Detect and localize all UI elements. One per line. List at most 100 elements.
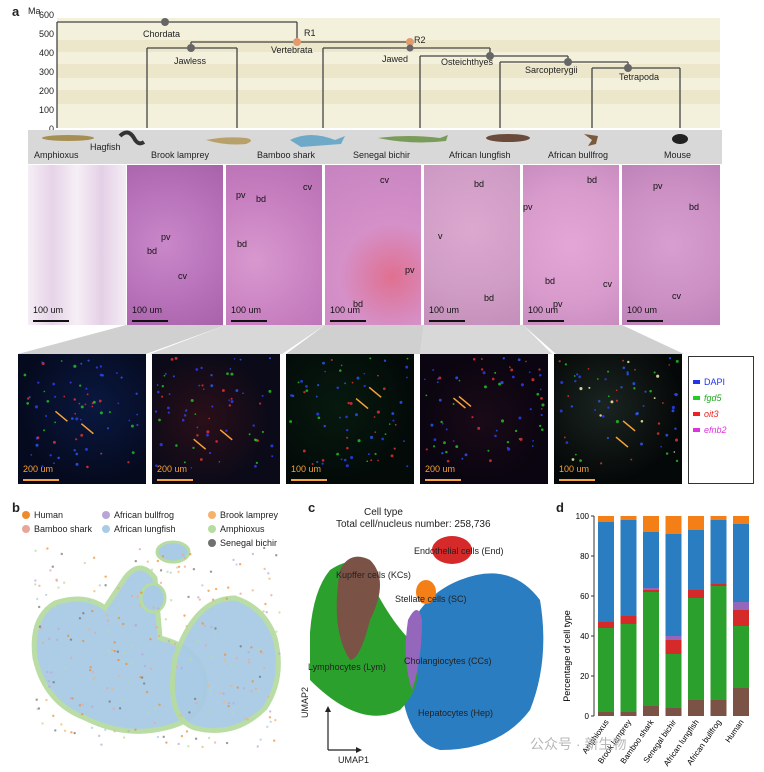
fluorescence-speckle [316, 460, 319, 464]
umap-point [70, 656, 73, 659]
umap-point [209, 689, 212, 692]
scale-bar [23, 479, 59, 481]
fluorescence-speckle [183, 461, 186, 464]
tick-600: 600 [38, 10, 54, 20]
umap-point [159, 581, 163, 585]
fluorescence-speckle [377, 459, 379, 462]
umap-point [198, 598, 201, 601]
bar-segment [733, 602, 749, 610]
umap-point [238, 563, 242, 566]
fluorescence-speckle [500, 380, 504, 385]
fluorescence-speckle [675, 459, 679, 463]
fluorescence-speckle [190, 467, 193, 469]
fluorescence-speckle [510, 368, 514, 372]
bar-segment [643, 516, 659, 532]
fluorescence-speckle [336, 452, 339, 456]
umap-point [157, 634, 161, 638]
fluorescence-speckle [199, 458, 203, 461]
fluorescence-speckle [268, 357, 272, 360]
umap-point [187, 595, 190, 599]
fluorescence-speckle [28, 396, 31, 399]
label-pv: pv [653, 181, 663, 191]
fluorescence-speckle [403, 440, 405, 443]
umap-point [269, 710, 272, 713]
label-bd: bd [353, 299, 364, 309]
umap-point [130, 644, 134, 647]
fluorescence-speckle [477, 426, 481, 430]
umap-point [239, 592, 242, 595]
fluorescence-speckle [480, 358, 483, 360]
fluorescence-speckle [574, 379, 577, 383]
fluorescence-speckle [622, 359, 625, 362]
umap-point [247, 650, 250, 654]
fluorescence-speckle [258, 402, 262, 405]
umap-point [262, 546, 266, 550]
fluorescence-speckle [560, 381, 564, 385]
umap-point [130, 594, 134, 598]
scale-bar [157, 479, 193, 481]
fluorescence-speckle [455, 445, 459, 449]
fluorescence-speckle [441, 422, 444, 425]
fluorescence-speckle [559, 409, 563, 413]
umap-point [117, 614, 121, 618]
umap-point [98, 584, 101, 587]
fluorescence-speckle [520, 383, 524, 387]
y-tick-label: 40 [580, 632, 589, 641]
umap-point [219, 691, 222, 695]
fluorescence-speckle [305, 389, 309, 392]
fluorescence-speckle [23, 373, 27, 377]
fluorescence-speckle [346, 436, 349, 439]
umap-point [191, 639, 195, 642]
scale-bar [231, 320, 267, 322]
fluorescence-speckle [615, 389, 618, 392]
fluorescence-speckle [233, 358, 236, 360]
umap-point [140, 591, 143, 594]
fluorescence-speckle [438, 398, 442, 402]
umap-point [106, 686, 109, 690]
umap-point [259, 738, 262, 741]
fluorescence-speckle [432, 369, 435, 371]
arrow-marker [452, 397, 466, 409]
fluorescence-speckle [87, 359, 90, 362]
histology-bamboo-shark: pv bd cv bd 100 um [226, 165, 322, 325]
fluorescence-speckle [305, 385, 308, 388]
fluorescence-speckle [376, 410, 380, 414]
bar-segment [710, 520, 727, 584]
umap-point [275, 554, 278, 557]
fluorescence-speckle [500, 419, 505, 423]
fluorescence-speckle [644, 390, 647, 393]
y-tick-label: 60 [580, 592, 589, 601]
fluorescence-speckle [440, 420, 443, 424]
fluorescence-speckle [44, 414, 48, 418]
fluorescence-speckle [458, 379, 461, 382]
fluorescence-speckle [84, 447, 88, 451]
umap-point [232, 558, 235, 562]
umap-point [82, 612, 85, 615]
fluorescence-speckle [345, 464, 349, 468]
fluorescence-speckle [195, 368, 199, 371]
label-cv: cv [380, 175, 389, 185]
node-r2: R2 [414, 35, 426, 45]
fluorescence-speckle [202, 388, 205, 391]
fluorescence-speckle [99, 365, 103, 368]
bar-segment [665, 654, 682, 708]
fluorescence-speckle [340, 458, 343, 461]
umap-point [83, 561, 86, 565]
fluorescence-speckle [254, 438, 258, 442]
umap-point [49, 671, 53, 674]
fluorescence-speckle [622, 366, 626, 370]
fluorescence-speckle [472, 358, 476, 361]
fluorescence-speckle [86, 465, 89, 469]
fluorescence-speckle [208, 417, 210, 420]
fluorescence-speckle [441, 452, 444, 455]
fluorescence-speckle [657, 422, 661, 425]
fluorescence-speckle [445, 450, 448, 454]
panel-c-letter: c [308, 500, 316, 515]
fluorescence-speckle [626, 371, 629, 374]
cluster-label-stellate: Stellate cells (SC) [395, 594, 467, 604]
umap-point [230, 684, 233, 688]
fluorescence-speckle [41, 361, 44, 363]
fluorescence-speckle [390, 454, 394, 458]
umap-point [222, 692, 225, 695]
fluorescence-speckle [215, 440, 218, 443]
